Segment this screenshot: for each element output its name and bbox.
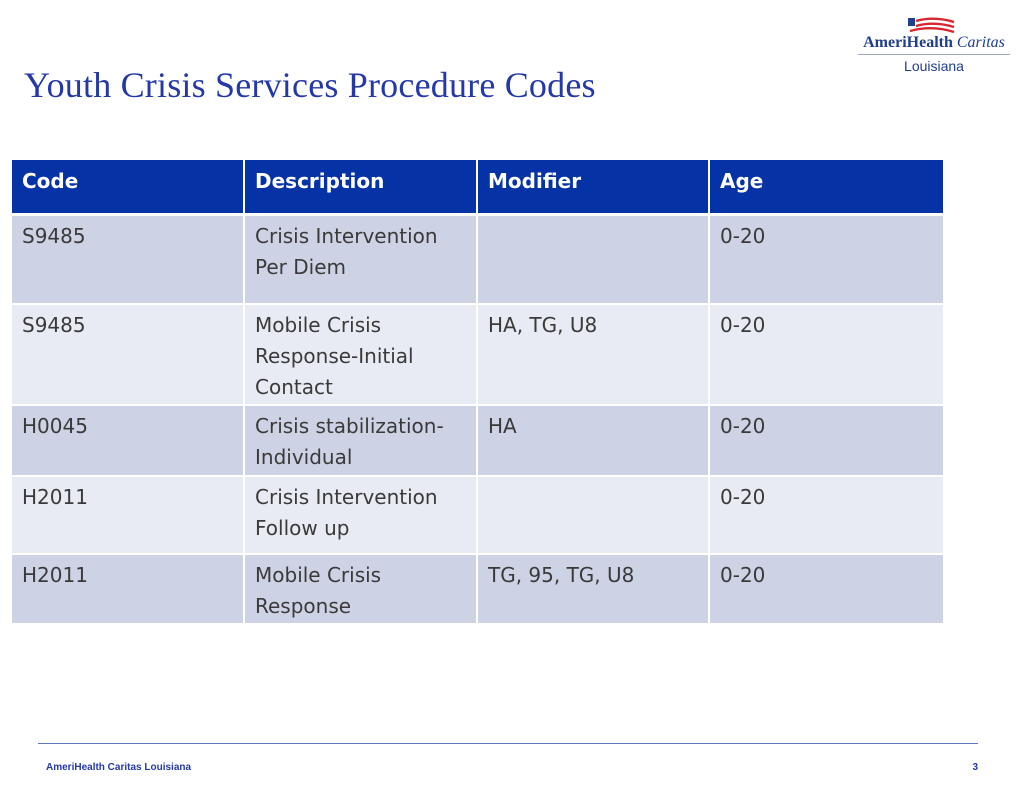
column-header-age: Age (710, 160, 943, 216)
footer-org: AmeriHealth Caritas Louisiana (46, 762, 192, 773)
description-line: Crisis Intervention (255, 224, 438, 248)
cell-age: 0-20 (710, 555, 943, 625)
cell-modifier (478, 216, 710, 305)
column-header-code: Code (12, 160, 245, 216)
description-line: Follow up (255, 516, 350, 540)
cell-age: 0-20 (710, 477, 943, 555)
logo-wordmark: AmeriHealth Caritas (856, 34, 1012, 52)
column-header-description: Description (245, 160, 478, 216)
page-title: Youth Crisis Services Procedure Codes (24, 65, 596, 105)
cell-description: Crisis stabilization- Individual (245, 406, 478, 477)
footer-divider (38, 743, 978, 744)
cell-modifier: TG, 95, TG, U8 (478, 555, 710, 625)
cell-code: S9485 (12, 305, 245, 406)
cell-modifier (478, 477, 710, 555)
cell-description: Crisis Intervention Per Diem (245, 216, 478, 305)
cell-code: H2011 (12, 555, 245, 625)
procedure-codes-table: Code Description Modifier Age S9485 Cris… (12, 160, 943, 625)
cell-age: 0-20 (710, 216, 943, 305)
logo-brand-italic: Caritas (956, 34, 1005, 51)
table-row: S9485 Mobile Crisis Response-Initial Conta… (12, 305, 943, 406)
description-line: Mobile Crisis (255, 313, 382, 337)
description-line: Per Diem (255, 255, 346, 279)
cell-age: 0-20 (710, 305, 943, 406)
logo-divider (858, 54, 1010, 55)
cell-age: 0-20 (710, 406, 943, 477)
flag-icon (908, 17, 955, 34)
cell-description: Mobile Crisis Response-Initial Contact (245, 305, 478, 406)
table-header-row: Code Description Modifier Age (12, 160, 943, 216)
description-line: Mobile Crisis (255, 563, 382, 587)
cell-description: Mobile Crisis Response (245, 555, 478, 625)
logo-state: Louisiana (904, 58, 964, 74)
cell-modifier: HA, TG, U8 (478, 305, 710, 406)
table-row: S9485 Crisis Intervention Per Diem 0-20 (12, 216, 943, 305)
description-line: Response-Initial (255, 344, 414, 368)
description-line: Response (255, 594, 352, 618)
table-row: H2011 Crisis Intervention Follow up 0-20 (12, 477, 943, 555)
description-line: Contact (255, 375, 333, 399)
table-row: H0045 Crisis stabilization- Individual HA… (12, 406, 943, 477)
description-line: Crisis stabilization- (255, 414, 444, 438)
cell-code: S9485 (12, 216, 245, 305)
cell-code: H2011 (12, 477, 245, 555)
cell-modifier: HA (478, 406, 710, 477)
column-header-modifier: Modifier (478, 160, 710, 216)
description-line: Individual (255, 445, 353, 469)
cell-description: Crisis Intervention Follow up (245, 477, 478, 555)
logo: AmeriHealth Caritas Louisiana (852, 14, 1012, 80)
logo-brand-bold: AmeriHealth (863, 34, 953, 51)
description-line: Crisis Intervention (255, 485, 438, 509)
table-row: H2011 Mobile Crisis Response TG, 95, TG, … (12, 555, 943, 625)
page-number: 3 (972, 762, 978, 773)
cell-code: H0045 (12, 406, 245, 477)
